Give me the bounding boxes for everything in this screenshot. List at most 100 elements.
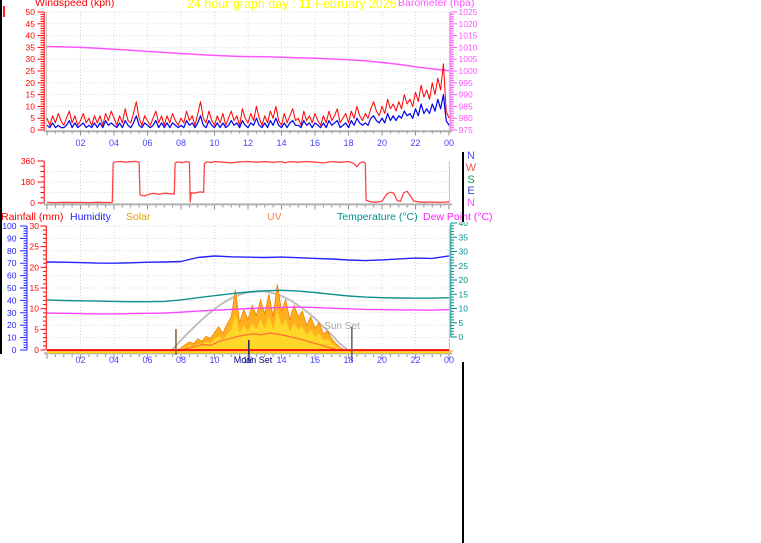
time-label: 04 — [109, 138, 119, 148]
barometer-axis-title: Barometer (hpa) — [398, 0, 475, 9]
time-label: 20 — [377, 138, 387, 148]
solar-area — [47, 283, 454, 352]
tick-label: 20 — [7, 320, 17, 330]
compass-s: S — [467, 173, 475, 186]
compass-w: W — [465, 161, 477, 174]
tick-label: 15 — [26, 90, 36, 100]
time-label: 16 — [310, 355, 320, 365]
tick-label: 25 — [30, 242, 40, 252]
tick-label: 15 — [30, 283, 40, 293]
wind-direction-chart: 0 180 360 — [21, 156, 452, 210]
tick-label: 5 — [34, 324, 39, 334]
legend-solar: Solar — [126, 211, 151, 223]
tick-label: 25 — [26, 66, 36, 76]
tick-label: 0 — [30, 125, 35, 135]
time-label: 02 — [75, 355, 85, 365]
tick-label: 70 — [7, 258, 17, 268]
right-divider-lower — [462, 362, 464, 543]
solar-area-inner — [47, 309, 454, 351]
wind-gust-line — [46, 63, 450, 126]
barometer-line — [46, 45, 450, 72]
time-label: 12 — [243, 355, 253, 365]
tick-label: 0 — [459, 332, 464, 342]
time-label: 08 — [176, 138, 186, 148]
right-divider-upper — [462, 152, 464, 222]
tick-label: 30 — [26, 54, 36, 64]
uv-line — [177, 332, 342, 352]
tick-label: 10 — [30, 304, 40, 314]
tick-label: 30 — [30, 222, 40, 231]
tick-label: 50 — [26, 7, 36, 17]
tick-label: 1025 — [459, 7, 478, 17]
time-label: 18 — [343, 355, 353, 365]
direction-line — [46, 160, 450, 204]
tick-label: 20 — [459, 275, 469, 285]
tick-label: 45 — [26, 19, 36, 29]
time-label: 18 — [343, 138, 353, 148]
tick-label: 80 — [7, 246, 17, 256]
tick-label: 30 — [7, 308, 17, 318]
humidity-line — [46, 255, 450, 264]
legend-humidity: Humidity — [70, 211, 111, 223]
time-label: 12 — [243, 138, 253, 148]
axis-artifact-mark — [3, 6, 5, 17]
tick-label: 1005 — [459, 54, 478, 64]
sun-set-label: Sun Set — [324, 321, 360, 332]
compass-n-bottom: N — [467, 197, 475, 210]
tick-label: 995 — [459, 78, 473, 88]
tick-label: 990 — [459, 90, 473, 100]
compass-n-top: N — [467, 150, 475, 162]
legend-temperature: Temperature (°C) — [337, 211, 418, 223]
time-label: 00 — [444, 138, 454, 148]
time-label: 02 — [75, 138, 85, 148]
time-label: 20 — [377, 355, 387, 365]
moon-set-label: Moon Set — [234, 355, 273, 365]
time-label: 22 — [410, 138, 420, 148]
compass-letters: N W S E N — [465, 150, 477, 210]
tick-label: 360 — [21, 156, 35, 166]
tick-label: 10 — [7, 333, 17, 343]
tick-label: 100 — [2, 222, 16, 231]
time-label: 14 — [276, 355, 286, 365]
legend-rainfall: Rainfall (mm) — [1, 211, 64, 223]
time-label: 22 — [410, 355, 420, 365]
left-border-line — [0, 0, 2, 354]
tick-label: 40 — [26, 31, 36, 41]
tick-label: 0 — [12, 345, 17, 355]
tick-label: 40 — [7, 295, 17, 305]
tick-label: 980 — [459, 113, 473, 123]
windspeed-barometer-chart: 0510152025303540455097598098599099510001… — [26, 7, 478, 148]
time-label: 00 — [444, 355, 454, 365]
tick-label: 40 — [459, 222, 469, 228]
time-label: 10 — [209, 138, 219, 148]
tick-label: 180 — [21, 177, 35, 187]
tick-label: 10 — [459, 304, 469, 314]
tick-label: 25 — [459, 261, 469, 271]
windspeed-axis-title: Windspeed (kph) — [35, 0, 115, 9]
tick-label: 10 — [26, 101, 36, 111]
time-label: 04 — [109, 355, 119, 365]
tick-label: 5 — [30, 113, 35, 123]
tick-label: 90 — [7, 233, 17, 243]
tick-label: 15 — [459, 289, 469, 299]
tick-label: 975 — [459, 125, 473, 135]
tick-label: 0 — [30, 198, 35, 208]
compass-e: E — [467, 185, 475, 198]
graph-title: 24 hour graph day : 11 February 2026 — [187, 0, 397, 11]
time-label: 08 — [176, 355, 186, 365]
tick-label: 1000 — [459, 66, 478, 76]
tick-label: 1020 — [459, 19, 478, 29]
tick-label: 35 — [26, 42, 36, 52]
tick-label: 50 — [7, 283, 17, 293]
tick-label: 985 — [459, 101, 473, 111]
temperature-line — [46, 289, 450, 303]
tick-label: 0 — [34, 345, 39, 355]
tick-label: 1015 — [459, 31, 478, 41]
tick-label: 1010 — [459, 42, 478, 52]
tick-label: 20 — [30, 262, 40, 272]
tick-label: 35 — [459, 232, 469, 242]
tick-label: 20 — [26, 78, 36, 88]
time-label: 14 — [276, 138, 286, 148]
time-label: 06 — [142, 138, 152, 148]
